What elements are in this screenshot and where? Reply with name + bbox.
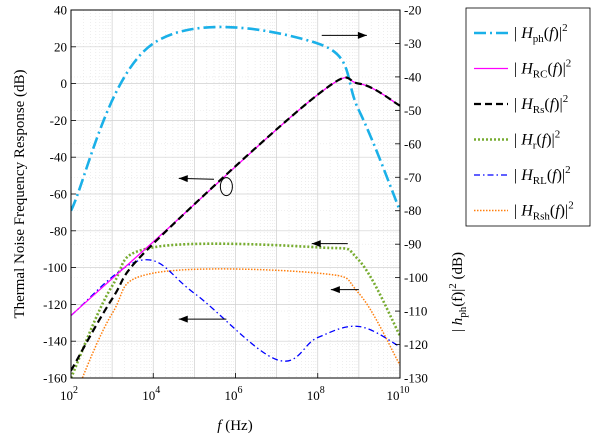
legend-label-rs: | HRs(f)|2	[514, 93, 568, 116]
y-tick-label-left: -20	[50, 113, 67, 128]
x-tick-label: 108	[307, 385, 325, 403]
x-tick-label: 106	[225, 385, 243, 403]
y-tick-label-left: -120	[43, 297, 67, 312]
y-tick-label-right: -40	[404, 69, 421, 84]
y-tick-label-left: -60	[50, 187, 67, 202]
y-tick-label-left: 20	[54, 39, 67, 54]
legend: | Hph(f)|2 | HRC(f)|2 | HRs(f)|2 | Hr(f)|2 |…	[465, 7, 591, 227]
arrow-left-rc-head	[178, 175, 188, 183]
legend-label-rl: | HRL(f)|2	[514, 164, 571, 187]
x-tick-label: 1010	[387, 385, 410, 403]
y-tick-label-right: -110	[404, 304, 427, 319]
x-tick-label: 102	[60, 385, 78, 403]
plot-area	[70, 9, 401, 379]
y-tick-label-right: -30	[404, 36, 421, 51]
y-tick-label-right: -90	[404, 237, 421, 252]
grid-lines	[70, 9, 400, 379]
series-line-r	[71, 242, 400, 378]
y-tick-label-left: -140	[43, 334, 67, 349]
y-tick-label-right: -80	[404, 203, 421, 218]
y-tick-label-right: -120	[404, 337, 428, 352]
y-tick-label-left: -100	[43, 260, 67, 275]
legend-label-rsh: | HRsh(f)|2	[514, 200, 574, 223]
x-tick-label: 104	[142, 385, 160, 403]
right-axis: -20 -30 -40 -50 -60 -70 -80 -90 -100 -110 -120 -130	[395, 3, 428, 386]
y-tick-label-right: -130	[404, 371, 428, 386]
series-line-rsh	[81, 268, 400, 378]
legend-label-rc: | HRC(f)|2	[514, 58, 571, 81]
annotations	[178, 31, 367, 323]
series-line-ph	[71, 25, 400, 212]
legend-label-r: | Hr(f)|2	[514, 129, 560, 152]
y-tick-label-right: -60	[404, 136, 421, 151]
y-tick-label-right: -50	[404, 103, 421, 118]
series-line-rs	[71, 76, 400, 372]
legend-label-ph: | Hph(f)|2	[514, 22, 568, 45]
y-tick-label-left: -160	[43, 371, 67, 386]
y-tick-label-right: -70	[404, 170, 421, 185]
y-axis-left-label: Thermal Noise Frequency Response (dB)	[12, 69, 28, 318]
y-tick-label-right: -100	[404, 270, 428, 285]
x-axis-label: f (Hz)	[217, 418, 252, 434]
y-tick-label-left: -40	[50, 150, 67, 165]
y-tick-label-left: 0	[61, 76, 68, 91]
y-tick-label-right: -20	[404, 3, 421, 18]
y-tick-label-left: 40	[54, 3, 67, 18]
legend-box	[465, 7, 591, 227]
ellipse-marker	[219, 177, 233, 197]
series-line-rl	[71, 259, 400, 362]
arrow-left-rsh-head	[330, 286, 340, 294]
y-tick-label-left: -80	[50, 223, 67, 238]
arrow-right-hph-head	[357, 31, 367, 39]
series-layer	[71, 25, 400, 378]
x-axis: 102 104 106 108 1010	[60, 373, 410, 403]
arrow-left-rl-head	[178, 315, 188, 323]
y-axis-right-label: | hph(f)|2 (dB)	[447, 252, 469, 332]
arrow-left-r-head	[311, 240, 321, 248]
left-axis: 40 20 0 -20 -40 -60 -80 -100 -120 -140 -160	[43, 3, 76, 386]
